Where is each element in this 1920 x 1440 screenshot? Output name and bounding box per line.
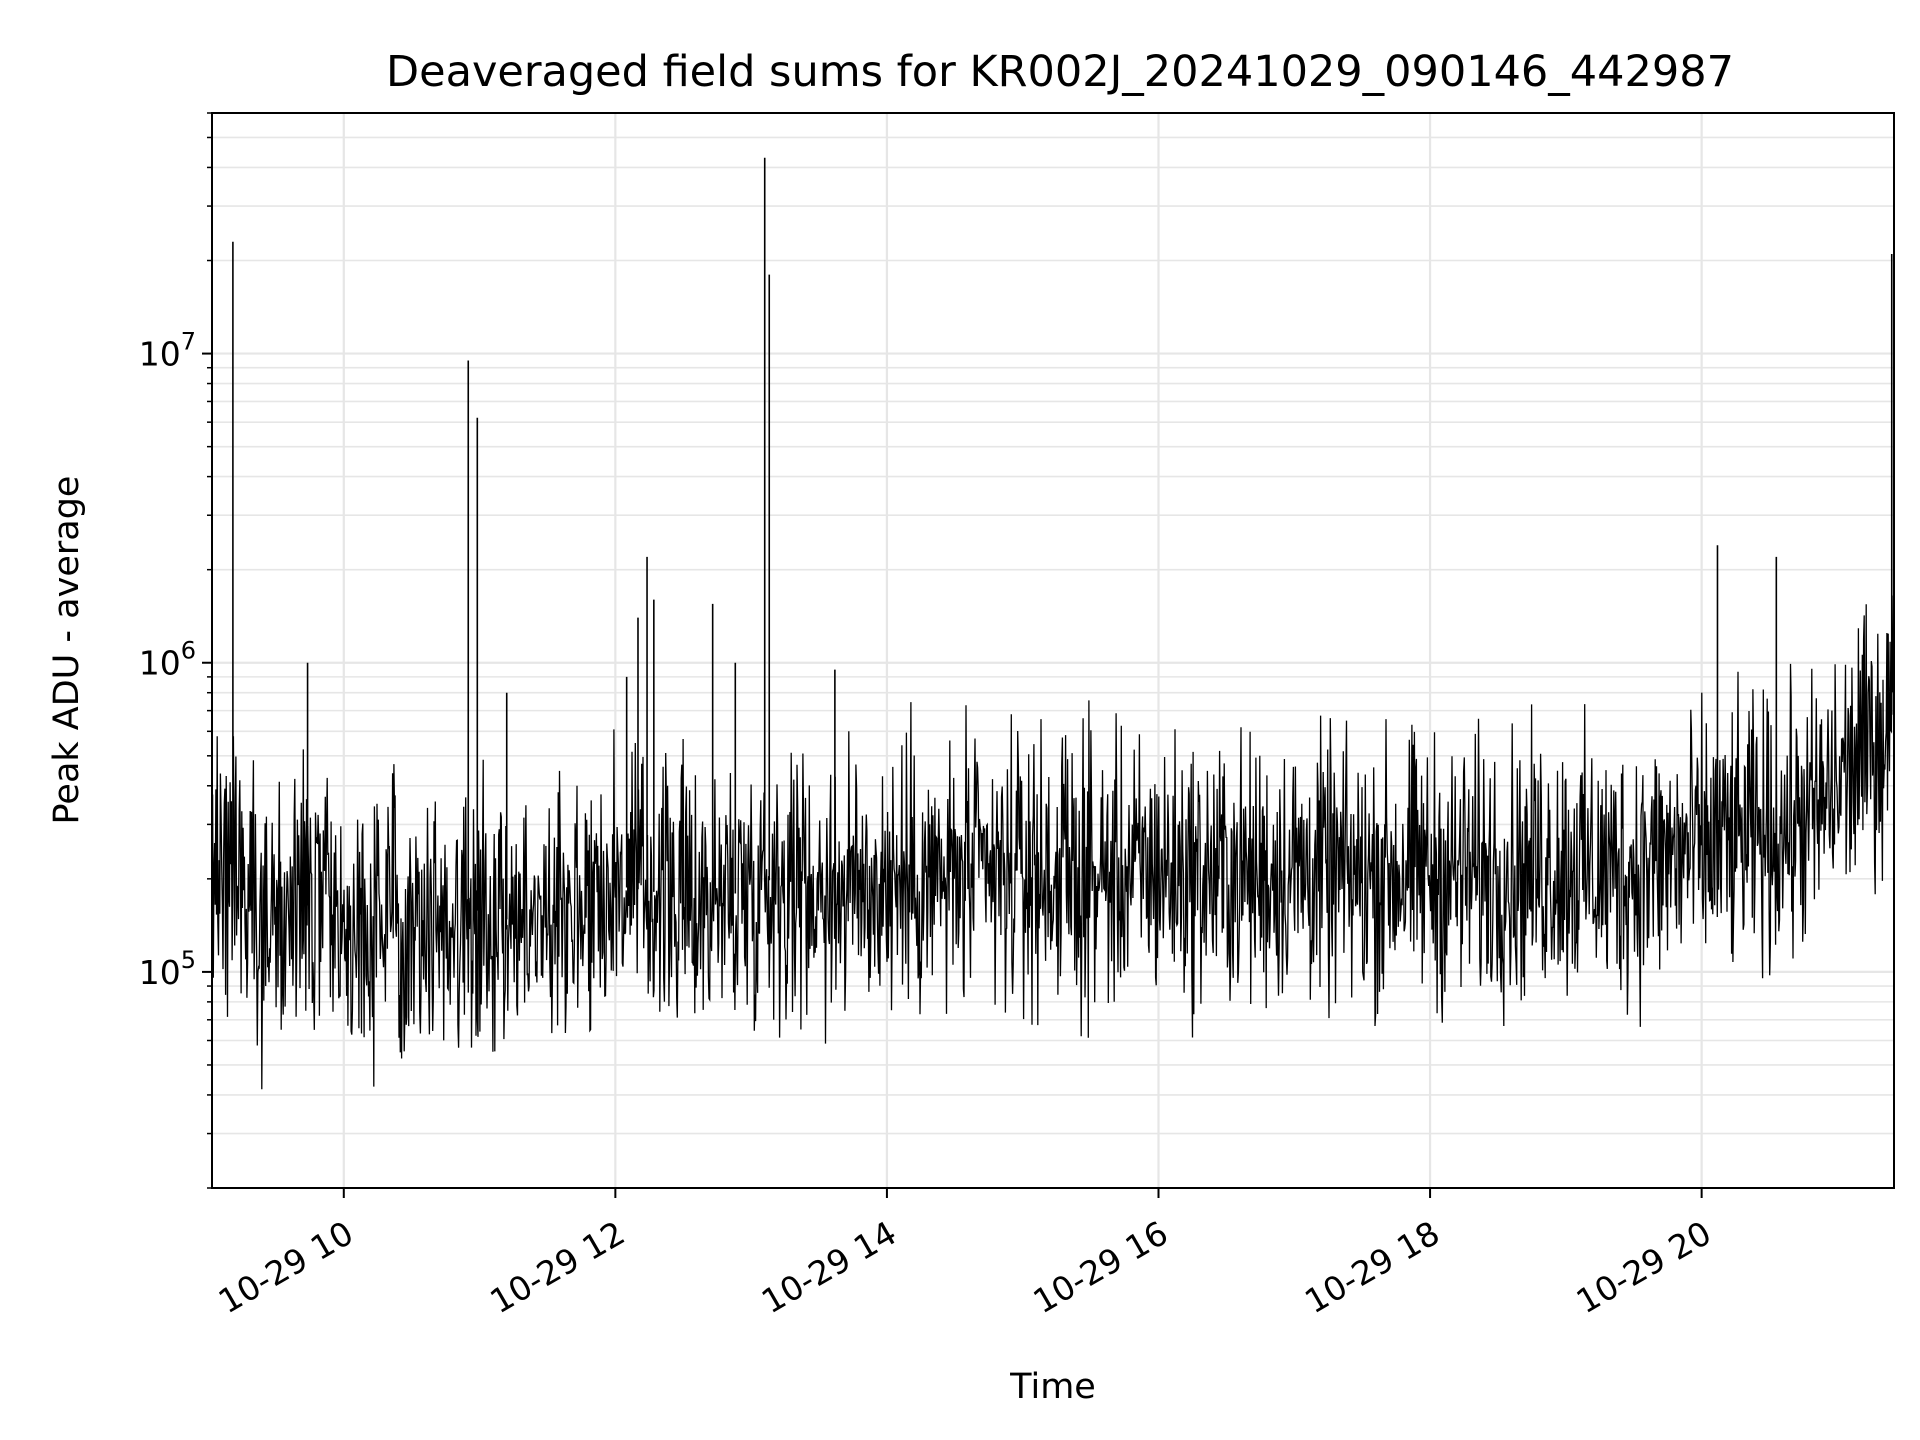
plot-frame	[211, 112, 1895, 1189]
x-axis-label: Time	[1009, 1367, 1096, 1407]
x-tick-label: 10-29 12	[483, 1213, 631, 1321]
y-axis: 105 106 107	[139, 112, 212, 1189]
x-axis: 10-29 10 10-29 12 10-29 14 10-29 16 10-29 18…	[212, 1188, 1718, 1321]
plot-area	[212, 157, 1894, 1090]
y-axis-label: Peak ADU - average	[47, 476, 87, 825]
x-tick-label: 10-29 18	[1298, 1213, 1446, 1321]
spike-layer	[232, 157, 1893, 920]
grid	[212, 112, 1894, 1189]
series-line	[212, 595, 1894, 1090]
x-tick-label: 10-29 20	[1570, 1213, 1718, 1321]
x-tick-label: 10-29 14	[755, 1213, 903, 1321]
y-tick-label: 106	[139, 637, 196, 683]
y-tick-label: 105	[139, 946, 196, 992]
y-tick-label: 107	[139, 328, 196, 374]
chart-title: Deaveraged field sums for KR002J_2024102…	[386, 47, 1734, 97]
x-tick-label: 10-29 10	[212, 1213, 360, 1321]
x-tick-label: 10-29 16	[1027, 1213, 1175, 1321]
